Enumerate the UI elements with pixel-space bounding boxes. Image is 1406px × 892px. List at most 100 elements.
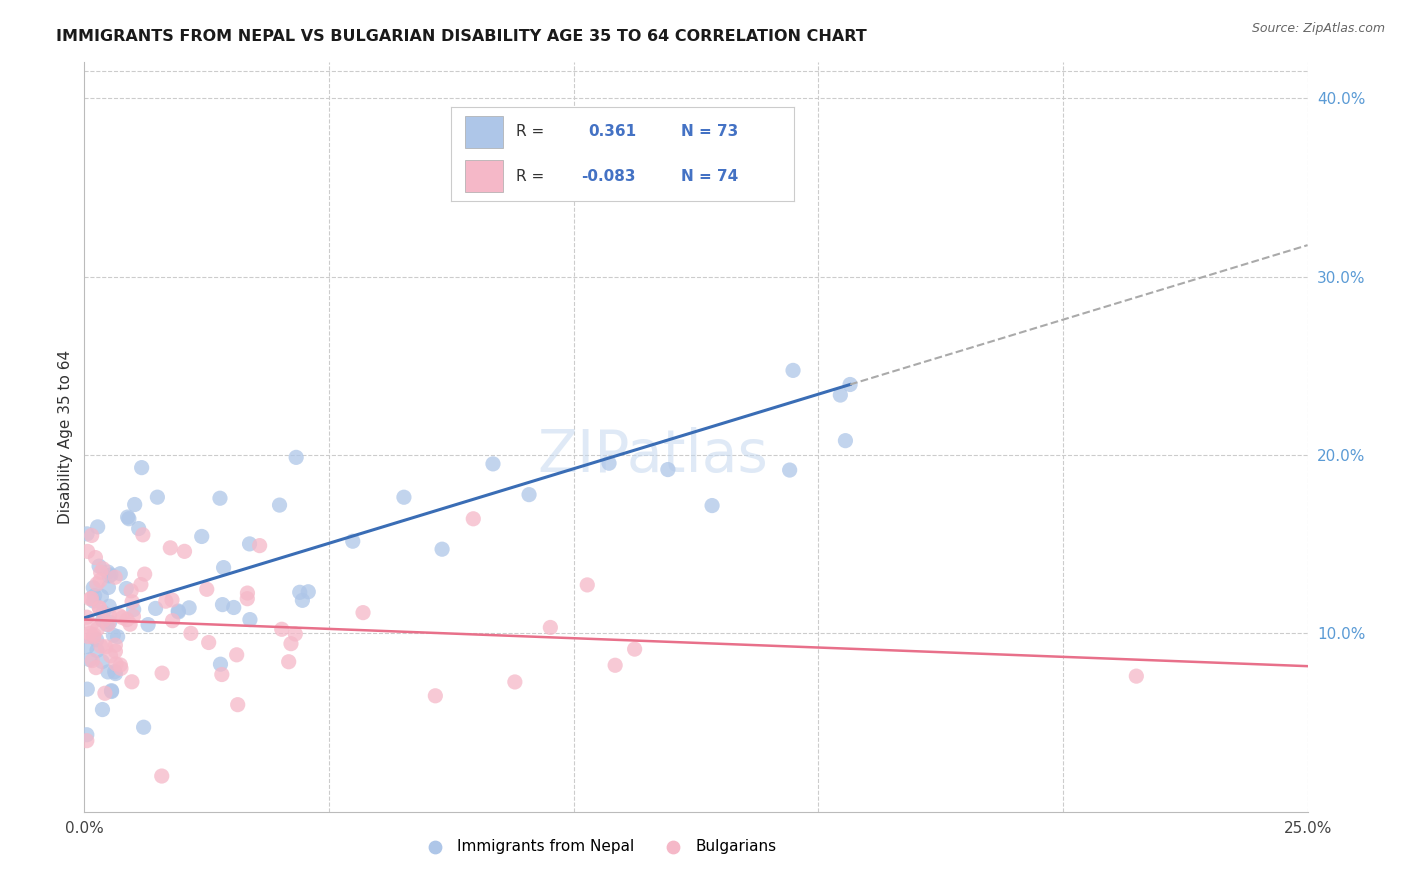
Point [226,698,249,712]
Point [122,609,145,624]
Point [91,702,114,716]
Point [100,683,122,698]
Point [110,661,132,675]
Point [80,528,103,542]
Point [96,617,118,632]
Point [91,562,114,576]
Point [249,539,271,553]
Point [489,136,512,150]
Point [131,460,153,475]
Point [209,657,232,672]
Point [80,591,103,606]
Text: ZIPatlas: ZIPatlas [537,427,769,484]
Point [155,594,177,608]
Point [482,457,505,471]
Point [605,658,627,673]
Point [115,613,138,627]
Point [121,674,143,689]
Point [503,675,526,690]
Point [576,578,599,592]
Point [392,490,415,504]
Point [270,622,292,636]
Point [100,684,122,698]
Point [79,653,101,667]
Point [162,614,184,628]
Point [76,544,98,558]
Point [222,600,245,615]
Point [118,512,141,526]
Point [76,610,98,624]
Point [700,499,723,513]
Point [236,586,259,600]
Point [179,600,201,615]
Point [129,577,152,591]
Point [86,632,108,647]
Point [277,655,299,669]
Point [146,490,169,504]
Point [76,682,98,697]
Point [90,590,112,604]
Point [180,626,202,640]
Point [77,630,100,644]
Point [100,648,122,663]
Point [94,640,117,654]
Point [90,639,112,653]
Point [76,733,98,747]
Point [517,488,540,502]
Point [211,667,233,681]
Point [839,377,862,392]
Point [352,606,374,620]
Point [98,599,121,614]
Point [132,720,155,734]
Point [212,560,235,574]
Point [79,591,101,606]
Point [134,567,156,582]
Point [150,666,173,681]
Point [91,655,114,669]
Point [87,559,110,574]
Point [190,529,212,543]
Point [285,450,308,465]
Point [159,541,181,555]
Point [239,613,262,627]
Point [104,638,127,652]
Point [79,626,101,640]
Point [195,582,218,597]
Point [82,630,104,644]
Point [167,605,190,619]
Point [150,769,173,783]
Point [830,388,852,402]
Point [120,583,142,598]
Point [430,542,453,557]
Point [297,584,319,599]
Point [160,593,183,607]
Point [105,657,128,671]
Point [98,608,121,623]
Point [463,512,485,526]
Point [86,577,108,591]
Point [280,637,302,651]
Point [225,648,247,662]
Legend: Immigrants from Nepal, Bulgarians: Immigrants from Nepal, Bulgarians [413,833,783,860]
Point [89,574,111,588]
Point [136,617,159,632]
Point [97,665,120,679]
Point [98,615,121,630]
Point [238,537,260,551]
Point [124,498,146,512]
Point [425,689,447,703]
Point [342,534,364,549]
Point [291,593,314,607]
Point [84,550,107,565]
Point [117,510,139,524]
Point [76,527,98,541]
Point [76,640,98,654]
Point [197,635,219,649]
Point [91,613,114,627]
Point [97,581,120,595]
Point [598,456,620,470]
Point [110,566,132,581]
Point [111,610,134,624]
Point [94,686,117,700]
Point [269,498,291,512]
